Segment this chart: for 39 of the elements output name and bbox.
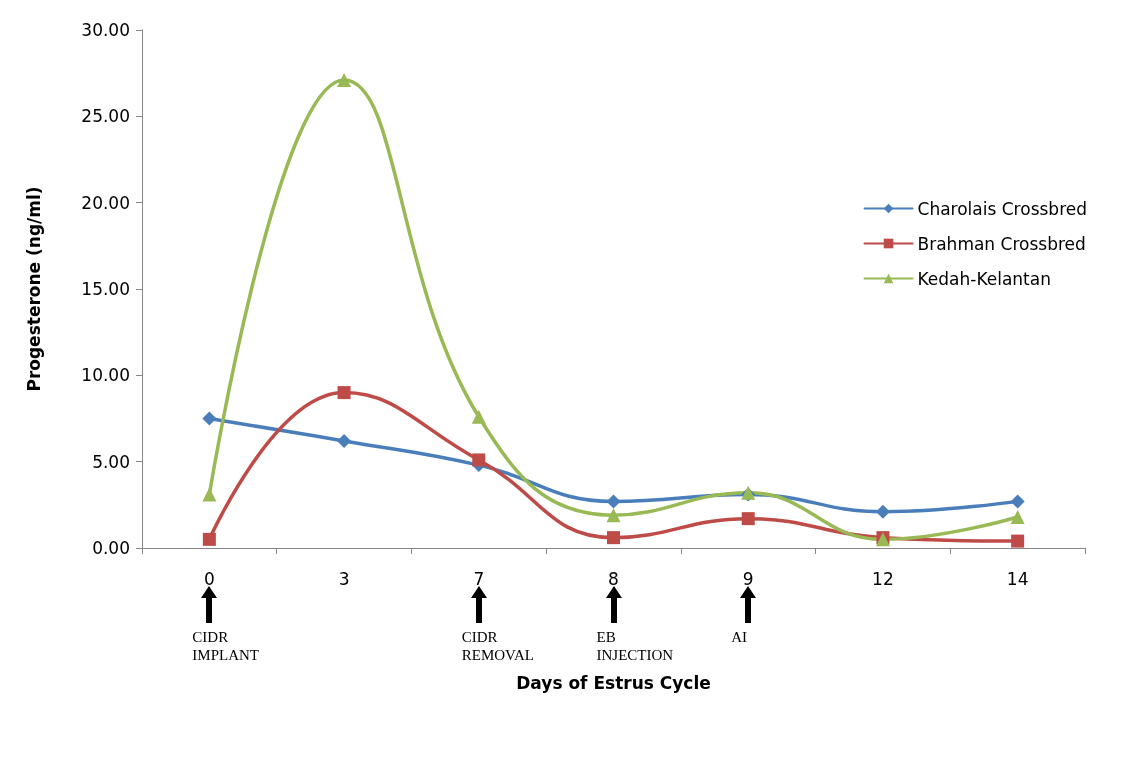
point	[1010, 509, 1025, 524]
point	[472, 453, 486, 467]
x-tick-label: 7	[473, 568, 485, 589]
point	[471, 409, 486, 424]
point	[337, 433, 352, 448]
x-tick-label: 12	[872, 568, 894, 589]
y-tick-label: 20.00	[81, 192, 130, 213]
x-axis-title: Days of Estrus Cycle	[516, 672, 711, 693]
text: EB INJECTION	[596, 628, 674, 664]
text: CIDR IMPLANT	[192, 628, 260, 664]
point	[337, 386, 351, 400]
y-tick-label: 10.00	[81, 365, 130, 386]
x-tick-label: 8	[608, 568, 619, 589]
y-tick-label: 25.00	[81, 106, 130, 127]
point	[606, 494, 621, 509]
y-tick-label: 30.00	[81, 20, 130, 40]
y-axis-title: Progesterone (ng/ml)	[23, 186, 44, 392]
x-tick-label: 3	[338, 568, 350, 589]
point	[337, 73, 352, 88]
point	[741, 512, 755, 526]
point	[607, 531, 620, 545]
point	[1011, 534, 1025, 548]
point	[875, 504, 890, 519]
y-tick-label: 5.00	[92, 451, 130, 472]
y-tick-label: 0.00	[92, 538, 130, 558]
x-tick-label: 9	[742, 568, 754, 589]
x-tick-label: 0	[203, 568, 215, 589]
point	[202, 411, 217, 426]
point	[202, 532, 216, 546]
point	[1010, 494, 1025, 509]
y-tick-label: 15.00	[81, 279, 130, 299]
point	[202, 487, 217, 502]
legend-label: Kedah-Kelantan	[917, 268, 1051, 289]
text: CIDR REMOVAL	[461, 628, 535, 664]
legend-label: Charolais Crossbred	[917, 198, 1088, 219]
x-tick-label: 14	[1006, 568, 1029, 589]
text: AI	[731, 628, 748, 646]
legend-label: Brahman Crossbred	[917, 233, 1086, 254]
point	[606, 508, 621, 523]
